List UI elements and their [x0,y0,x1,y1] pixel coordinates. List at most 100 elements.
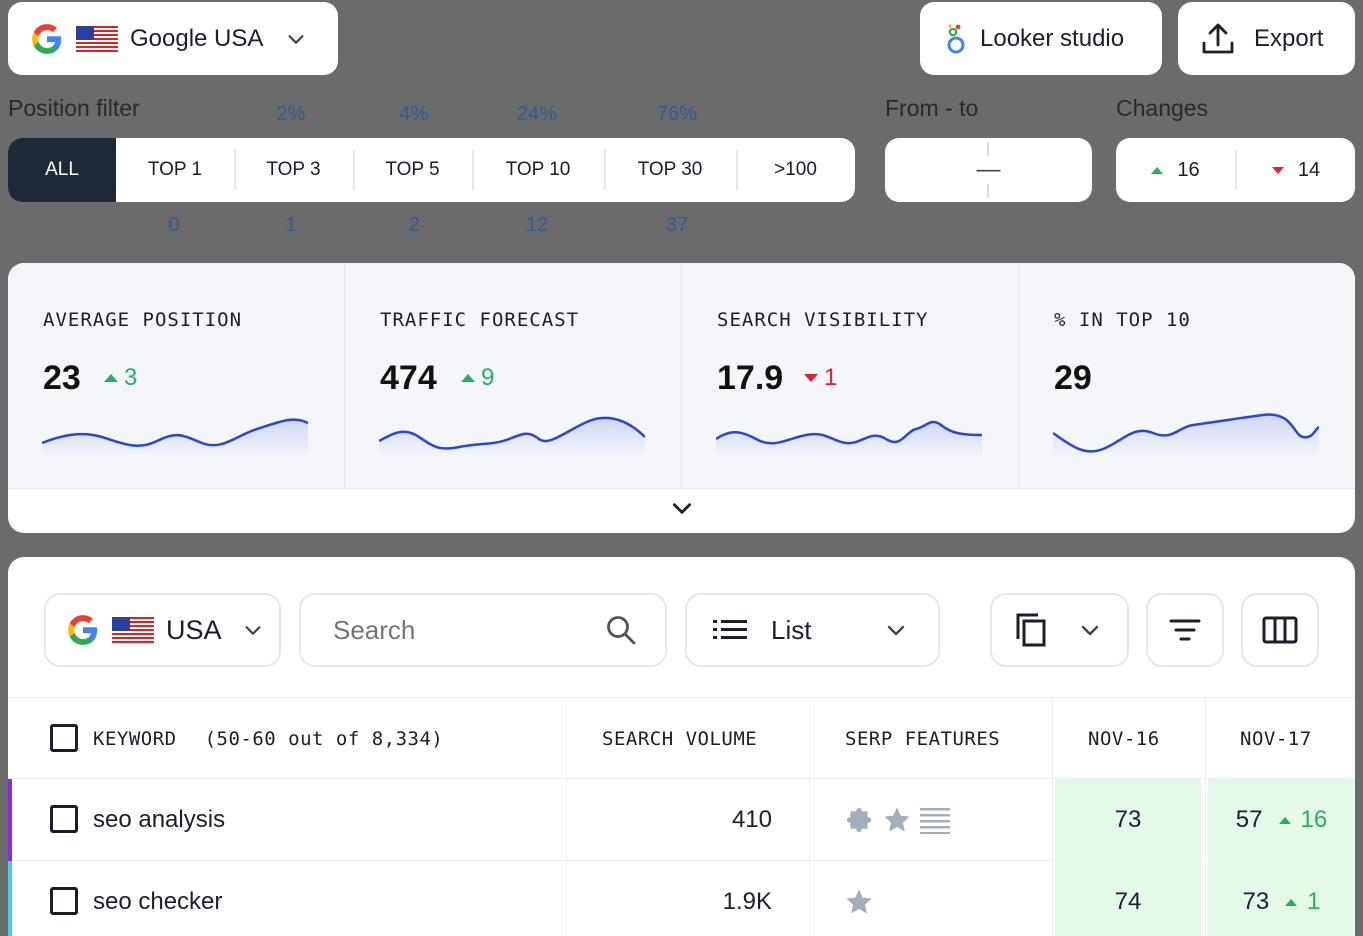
position-cell: 74 [1055,861,1201,936]
changes-label: Changes [1116,95,1209,121]
sparkline [1053,413,1319,457]
segment-all[interactable]: ALL [8,138,116,202]
column-nov17[interactable]: NOV-17 [1240,728,1312,750]
chevron-down-icon [245,626,261,635]
metric-title: SEARCH VISIBILITY [717,309,929,331]
row-checkbox[interactable] [50,887,78,915]
columns-button[interactable] [1241,593,1319,667]
serp-cell [844,779,950,861]
volume-cell: 410 [731,806,772,833]
select-all-checkbox[interactable] [50,724,78,752]
engine-selector[interactable]: Google USA [8,2,338,75]
copy-menu-button[interactable] [990,593,1129,667]
looker-studio-label: Looker studio [980,24,1125,52]
upload-icon [1202,23,1234,53]
table-row[interactable]: seo checker 1.9K 74 73 1 [8,861,1355,936]
filter-button[interactable] [1146,593,1224,667]
us-flag-icon [112,617,154,643]
row-accent [8,861,12,936]
triangle-down-icon [804,374,818,382]
metric-search-visibility[interactable]: SEARCH VISIBILITY 17.9 1 [682,263,1019,488]
copy-icon [1016,613,1046,647]
chevron-down-icon [672,503,691,514]
chevron-down-icon [887,625,905,636]
metrics-card: AVERAGE POSITION 23 3 TRAFFIC FORECAST 4… [8,263,1355,533]
segment-top3[interactable]: TOP 3 [234,138,353,202]
position-change-cell: 73 1 [1208,861,1355,936]
chevron-down-icon [288,34,304,44]
changes-filter: 16 14 [1116,138,1355,202]
engine-label: Google USA [130,24,264,52]
segment-over100[interactable]: >100 [736,138,855,202]
star-icon[interactable] [882,805,912,835]
position-filter: ALL TOP 1 TOP 3 TOP 5 TOP 10 TOP 30 >100 [8,138,855,202]
column-search-volume[interactable]: SEARCH VOLUME [602,728,758,750]
expand-metrics-button[interactable] [8,495,1355,526]
row-accent [8,779,12,861]
chevron-down-icon [1081,625,1099,636]
segment-pct: 76% [656,103,698,125]
segment-count: 1 [285,214,297,236]
column-nov16[interactable]: NOV-16 [1088,728,1160,750]
column-serp-features[interactable]: SERP FEATURES [845,728,1001,750]
segment-top5[interactable]: TOP 5 [353,138,472,202]
metric-title: % IN TOP 10 [1054,309,1191,331]
serp-cell [844,861,874,936]
segment-pct: 4% [399,103,429,125]
metric-value: 17.9 [717,359,784,397]
keyword-cell[interactable]: seo analysis [93,806,226,833]
changes-up-button[interactable]: 16 [1116,138,1235,202]
metric-value: 29 [1054,359,1092,397]
table-row[interactable]: seo analysis 410 73 57 16 [8,779,1355,861]
metric-value: 23 [43,359,81,397]
segment-top30[interactable]: TOP 30 [604,138,736,202]
keyword-count: (50-60 out of 8,334) [204,728,444,750]
google-logo-icon [68,615,98,645]
volume-cell: 1.9K [722,888,772,915]
export-button[interactable]: Export [1178,2,1355,75]
segment-count: 12 [525,214,549,236]
star-icon[interactable] [844,887,874,917]
metric-delta: 3 [104,364,137,392]
looker-studio-button[interactable]: Looker studio [920,2,1162,75]
google-logo-icon [32,23,62,54]
segment-top1[interactable]: TOP 1 [147,159,203,180]
segment-count: 2 [408,214,420,236]
segment-top10[interactable]: TOP 10 [472,138,604,202]
search-box [299,593,667,667]
from-to-label: From - to [885,95,979,121]
metric-average-position[interactable]: AVERAGE POSITION 23 3 [8,263,345,488]
changes-down-button[interactable]: 14 [1237,138,1355,202]
list-icon[interactable] [920,806,950,834]
metric-percent-top10[interactable]: % IN TOP 10 29 [1019,263,1355,488]
keyword-cell[interactable]: seo checker [93,888,223,915]
sparkline [379,416,645,457]
metric-delta: 1 [804,364,837,392]
segment-pct: 2% [276,103,306,125]
us-flag-icon [76,25,118,52]
range-input[interactable]: — [885,138,1092,202]
sparkline [716,420,982,457]
list-icon [713,620,747,639]
search-icon[interactable] [605,614,637,646]
triangle-up-icon [461,374,475,382]
triangle-up-icon [104,374,118,382]
triangle-up-icon [1285,898,1298,906]
changes-up-count: 16 [1177,158,1200,181]
region-label: USA [166,614,222,645]
filter-icon [1169,619,1201,641]
search-input[interactable] [333,614,573,646]
metric-traffic-forecast[interactable]: TRAFFIC FORECAST 474 9 [345,263,682,488]
puzzle-icon[interactable] [844,805,874,835]
sparkline [42,418,308,457]
row-checkbox[interactable] [50,805,78,833]
view-selector[interactable]: List [685,593,940,667]
position-change-cell: 57 16 [1208,779,1355,861]
column-keyword[interactable]: KEYWORD (50-60 out of 8,334) [93,728,444,750]
looker-studio-icon [947,23,965,53]
triangle-up-icon [1278,816,1291,824]
metric-title: AVERAGE POSITION [43,309,243,331]
metric-title: TRAFFIC FORECAST [380,309,580,331]
view-label: List [771,614,812,645]
region-selector[interactable]: USA [44,593,281,667]
